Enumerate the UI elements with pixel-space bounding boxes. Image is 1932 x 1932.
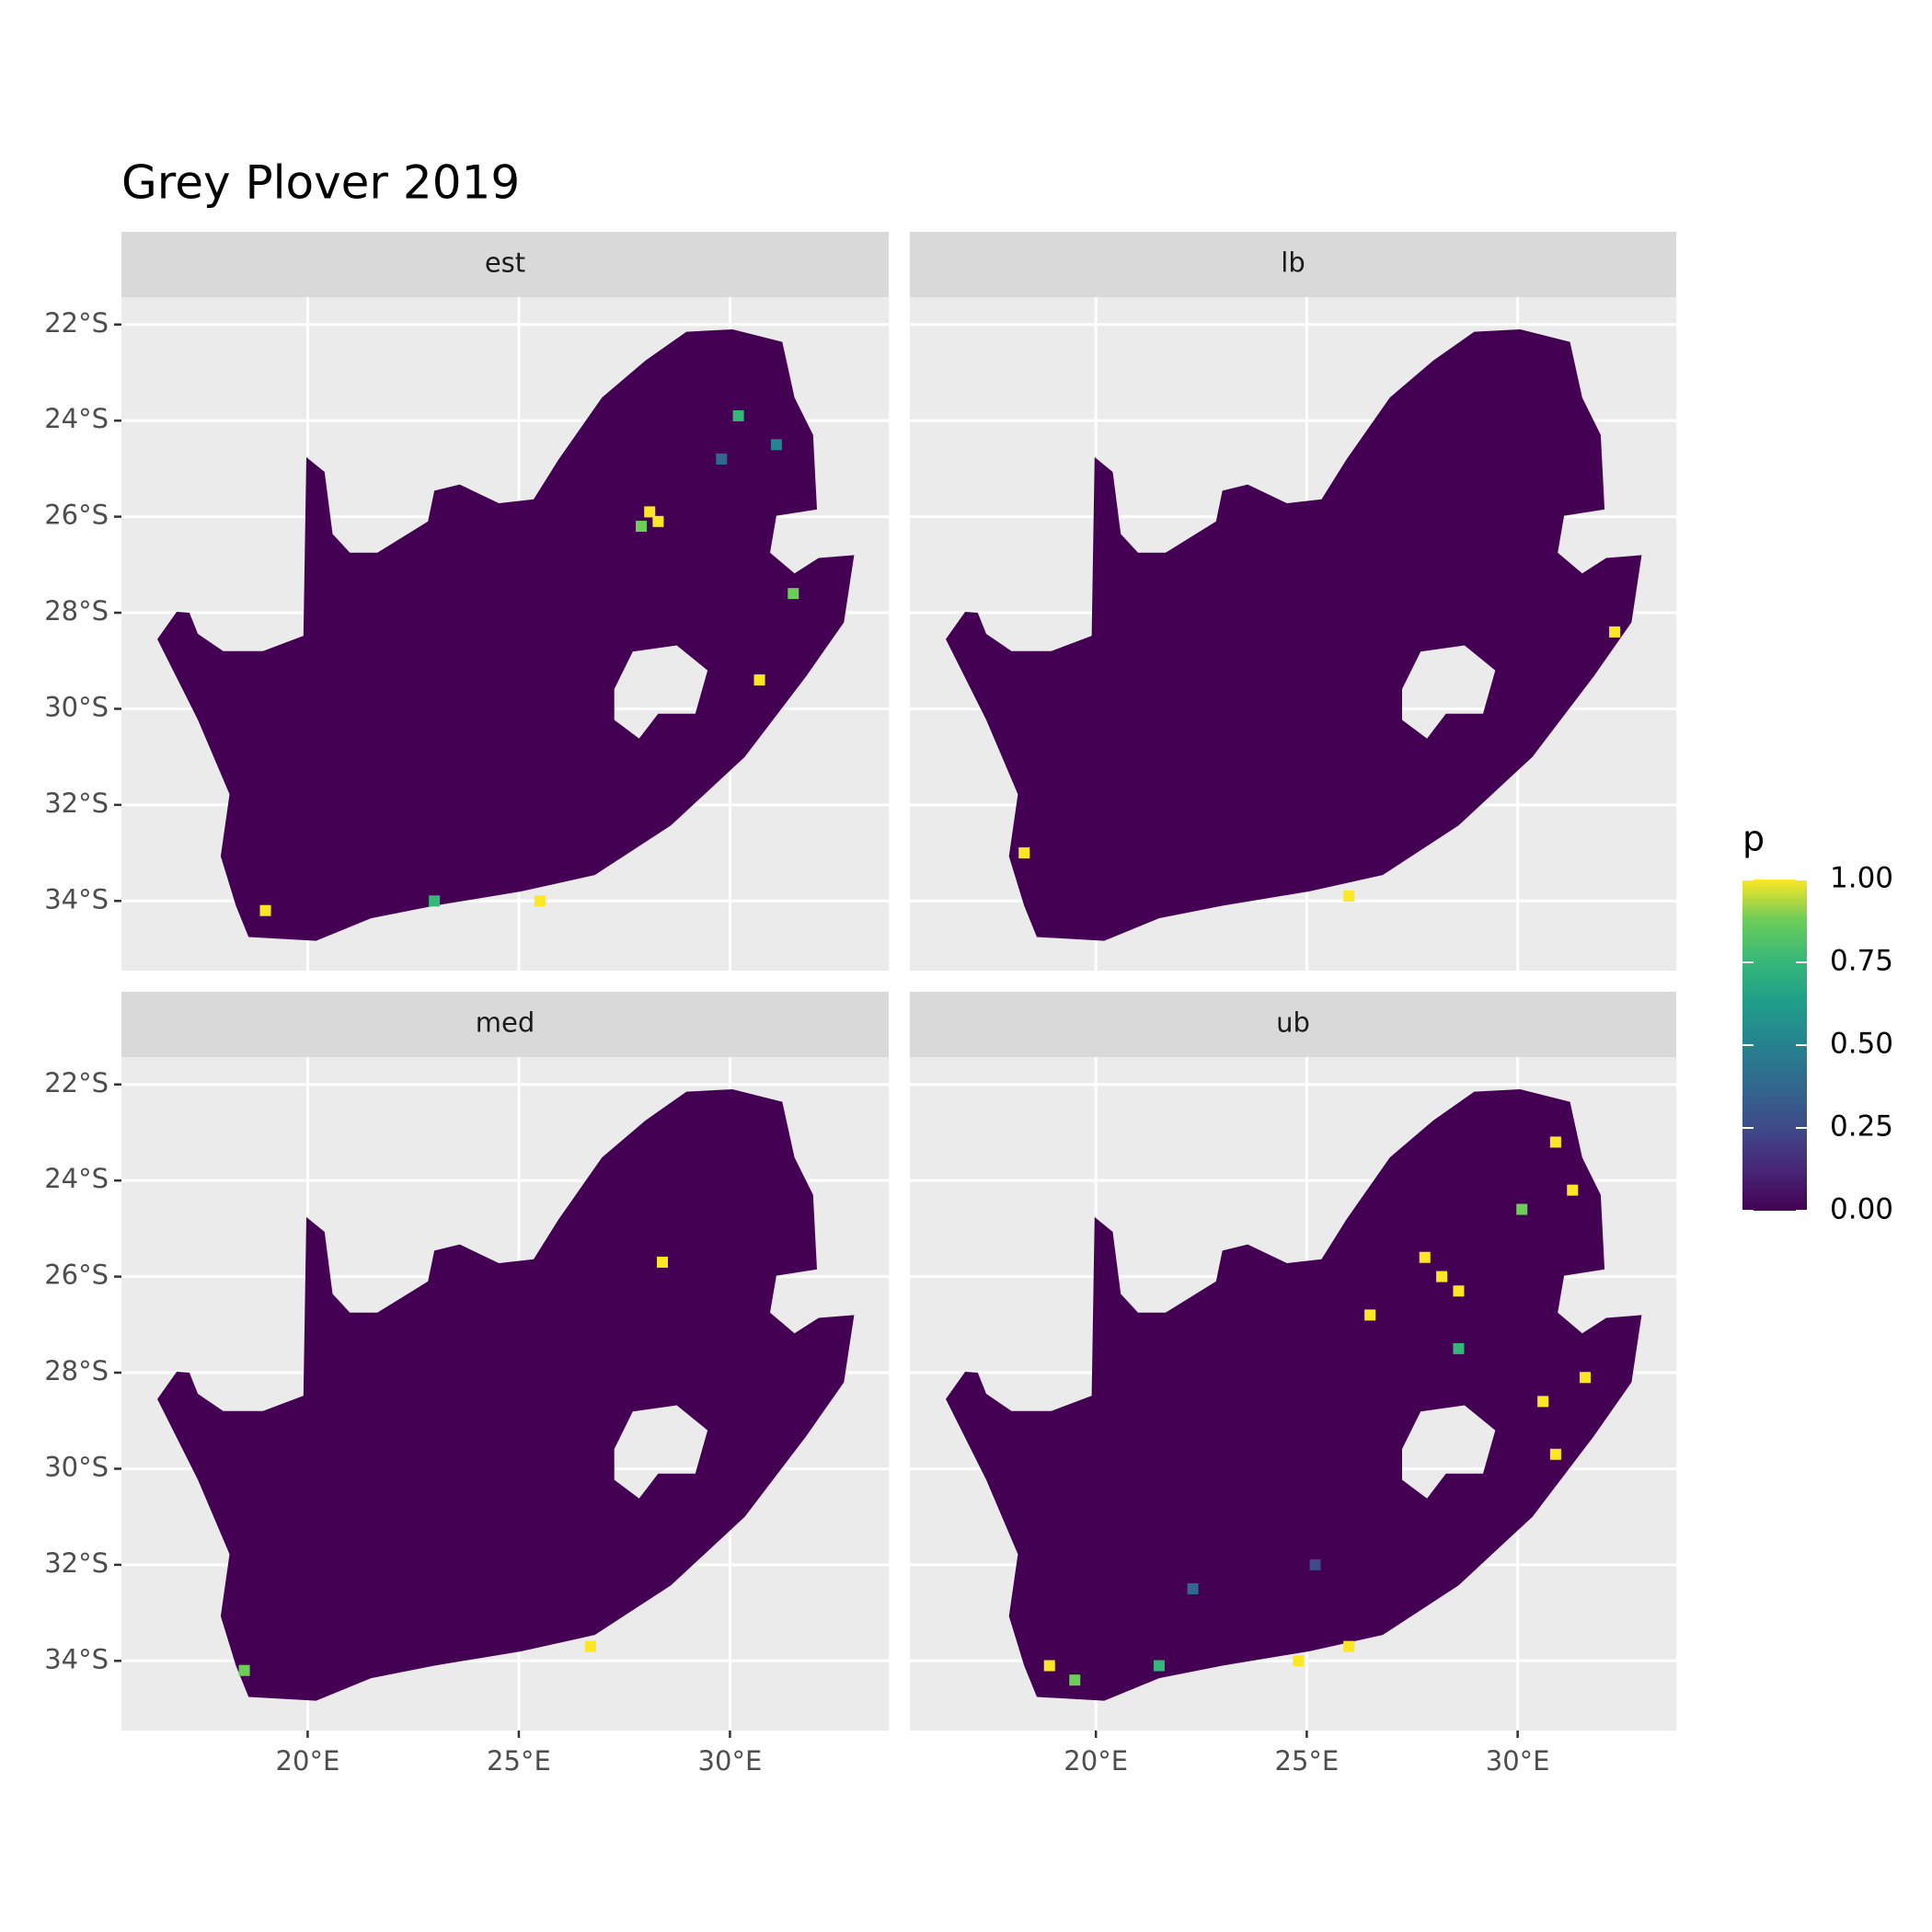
strip-label: ub — [1276, 1007, 1310, 1039]
y-tick-label: 32°S — [44, 788, 109, 819]
hotspot — [1018, 847, 1030, 859]
hotspot — [1453, 1342, 1465, 1354]
legend-label: 0.00 — [1830, 1193, 1893, 1226]
y-tick-label: 26°S — [44, 1259, 109, 1291]
hotspot — [1516, 1203, 1528, 1215]
chart-title: Grey Plover 2019 — [121, 156, 520, 210]
strip-label: est — [485, 247, 525, 279]
hotspot — [644, 506, 656, 518]
x-tick-label: 25°E — [1275, 1745, 1340, 1777]
x-tick-label: 30°E — [1486, 1745, 1550, 1777]
hotspot — [534, 895, 546, 907]
hotspot — [1609, 626, 1621, 638]
y-tick-label: 22°S — [44, 1067, 109, 1098]
hotspot — [1153, 1660, 1165, 1672]
hotspot — [1343, 891, 1355, 903]
legend-label: 0.75 — [1830, 945, 1893, 978]
strip — [121, 232, 889, 297]
hotspot — [584, 1640, 596, 1652]
hotspot — [1537, 1396, 1549, 1408]
legend-label: 1.00 — [1830, 862, 1893, 895]
legend-label: 0.50 — [1830, 1028, 1893, 1061]
y-tick-label: 30°S — [44, 691, 109, 722]
hotspot — [1309, 1558, 1321, 1570]
x-tick-label: 20°E — [1064, 1745, 1128, 1777]
hotspot — [238, 1664, 250, 1676]
hotspot — [1579, 1372, 1591, 1384]
country — [946, 1089, 1642, 1701]
hotspot — [652, 515, 664, 527]
hotspot — [656, 1256, 668, 1268]
y-tick-label: 22°S — [44, 307, 109, 339]
x-tick-label: 30°E — [698, 1745, 763, 1777]
strip-label: med — [476, 1007, 535, 1039]
hotspot — [429, 895, 441, 907]
y-tick-label: 34°S — [44, 883, 109, 914]
hotspot — [259, 904, 271, 916]
hotspot — [1187, 1582, 1199, 1594]
hotspot — [753, 674, 765, 686]
hotspot — [1419, 1251, 1431, 1263]
hotspot — [770, 439, 782, 451]
y-tick-label: 24°S — [44, 403, 109, 434]
y-tick-label: 34°S — [44, 1643, 109, 1674]
y-tick-label: 26°S — [44, 500, 109, 531]
hotspot — [1567, 1184, 1579, 1196]
hotspot — [1436, 1271, 1448, 1282]
country — [157, 1089, 855, 1701]
hotspot — [1549, 1136, 1561, 1148]
x-tick-label: 20°E — [276, 1745, 340, 1777]
hotspot — [1043, 1660, 1055, 1672]
legend-title: p — [1742, 819, 1765, 859]
x-tick-label: 25°E — [487, 1745, 551, 1777]
strip — [121, 992, 889, 1057]
country — [946, 329, 1642, 941]
hotspot — [788, 588, 799, 600]
hotspot — [1069, 1674, 1081, 1686]
strip — [910, 992, 1676, 1057]
strip — [910, 232, 1676, 297]
y-tick-label: 24°S — [44, 1163, 109, 1194]
hotspot — [1549, 1448, 1561, 1460]
y-tick-label: 28°S — [44, 1355, 109, 1386]
strip-label: lb — [1281, 247, 1305, 279]
hotspot — [1364, 1309, 1376, 1321]
hotspot — [636, 521, 648, 533]
hotspot — [732, 409, 744, 421]
hotspot — [1343, 1640, 1355, 1652]
country — [157, 329, 855, 941]
hotspot — [1293, 1655, 1305, 1667]
y-tick-label: 30°S — [44, 1451, 109, 1482]
hotspot — [1453, 1285, 1465, 1297]
y-tick-label: 32°S — [44, 1547, 109, 1579]
y-tick-label: 28°S — [44, 595, 109, 627]
legend-label: 0.25 — [1830, 1110, 1893, 1144]
hotspot — [716, 453, 728, 465]
